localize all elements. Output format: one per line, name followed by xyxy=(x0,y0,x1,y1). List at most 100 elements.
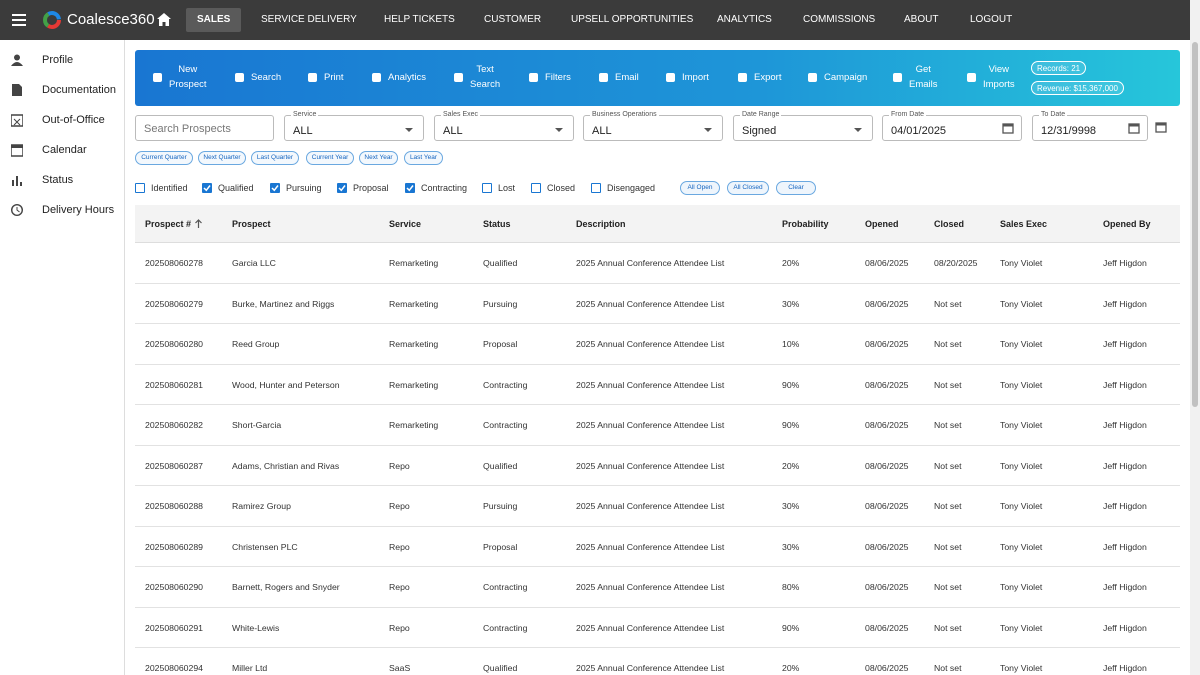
range-chip[interactable]: Current Year xyxy=(306,151,354,165)
table-cell: 08/06/2025 xyxy=(865,420,908,430)
checkbox[interactable] xyxy=(337,183,347,193)
status-checkbox[interactable]: Pursuing xyxy=(270,182,322,194)
nav-link[interactable]: SERVICE DELIVERY xyxy=(250,8,368,32)
home-icon[interactable] xyxy=(157,13,171,26)
nav-link[interactable]: COMMISSIONS xyxy=(792,8,886,32)
nav-link[interactable]: CUSTOMER xyxy=(473,8,552,32)
filter-field[interactable]: Sales ExecALL xyxy=(434,115,574,141)
sidebar-link[interactable]: Calendar xyxy=(42,144,87,156)
column-header[interactable]: Opened By xyxy=(1103,219,1151,229)
menu-icon[interactable] xyxy=(12,13,26,27)
filter-action[interactable]: Clear xyxy=(776,181,816,195)
toolbar-button[interactable]: Campaign xyxy=(807,70,867,85)
column-header[interactable]: Probability xyxy=(782,219,829,229)
brand[interactable]: Coalesce360 xyxy=(67,11,155,28)
toolbar-button[interactable]: ViewImports xyxy=(966,62,1015,92)
status-checkbox[interactable]: Contracting xyxy=(405,182,467,194)
status-checkbox[interactable]: Qualified xyxy=(202,182,254,194)
calendar-button[interactable] xyxy=(1002,122,1014,134)
filter-action[interactable]: All Closed xyxy=(727,181,769,195)
toolbar-button[interactable]: Email xyxy=(598,70,639,85)
toolbar-button[interactable]: Print xyxy=(307,70,344,85)
table-cell: Tony Violet xyxy=(1000,299,1042,309)
toolbar-button[interactable]: TextSearch xyxy=(453,62,500,92)
icon xyxy=(403,127,415,139)
filter-field[interactable]: To Date12/31/9998 xyxy=(1032,115,1148,141)
filter-field[interactable]: Business OperationsALL xyxy=(583,115,723,141)
field-label: From Date xyxy=(889,111,926,118)
filter-field[interactable]: ServiceALL xyxy=(284,115,424,141)
checkbox[interactable] xyxy=(531,183,541,193)
field-value: ALL xyxy=(443,125,463,137)
range-chip[interactable]: Next Quarter xyxy=(198,151,246,165)
status-checkbox[interactable]: Identified xyxy=(135,182,188,194)
nav-link[interactable]: SALES xyxy=(186,8,241,32)
column-header[interactable]: Closed xyxy=(934,219,964,229)
calendar-button[interactable] xyxy=(1155,121,1167,133)
dropdown-arrow[interactable] xyxy=(403,127,415,139)
nav-link[interactable]: ANALYTICS xyxy=(706,8,783,32)
nav-link[interactable]: LOGOUT xyxy=(959,8,1023,32)
table-cell: Barnett, Rogers and Snyder xyxy=(232,582,340,592)
column-header[interactable]: Service xyxy=(389,219,421,229)
toolbar-button[interactable]: Filters xyxy=(528,70,571,85)
toolbar-button[interactable]: NewProspect xyxy=(152,62,207,92)
calendar-button[interactable] xyxy=(1128,122,1140,134)
sidebar-link[interactable]: Profile xyxy=(42,54,73,66)
range-chip[interactable]: Current Quarter xyxy=(135,151,193,165)
search-input[interactable]: Search Prospects xyxy=(135,115,274,141)
column-header[interactable]: Status xyxy=(483,219,511,229)
nav-link[interactable]: UPSELL OPPORTUNITIES xyxy=(560,8,704,32)
status-checkbox[interactable]: Proposal xyxy=(337,182,389,194)
toolbar-label: NewProspect xyxy=(169,62,207,92)
icon xyxy=(553,127,565,139)
column-header[interactable]: Prospect # xyxy=(145,219,191,229)
toolbar-button[interactable]: Search xyxy=(234,70,281,85)
checkbox[interactable] xyxy=(270,183,280,193)
table-cell: 08/06/2025 xyxy=(865,299,908,309)
column-header[interactable]: Sales Exec xyxy=(1000,219,1047,229)
dropdown-arrow[interactable] xyxy=(553,127,565,139)
label-line: Imports xyxy=(983,77,1015,92)
status-checkbox[interactable]: Closed xyxy=(531,182,575,194)
checkbox[interactable] xyxy=(591,183,601,193)
sidebar-icon xyxy=(11,204,23,217)
column-header[interactable]: Description xyxy=(576,219,626,229)
range-chip[interactable]: Last Quarter xyxy=(251,151,299,165)
status-checkbox[interactable]: Disengaged xyxy=(591,182,655,194)
toolbar-button[interactable]: GetEmails xyxy=(892,62,938,92)
column-header[interactable]: Opened xyxy=(865,219,899,229)
sidebar-link[interactable]: Out-of-Office xyxy=(42,114,105,126)
filter-action[interactable]: All Open xyxy=(680,181,720,195)
checkbox[interactable] xyxy=(202,183,212,193)
sidebar-link[interactable]: Status xyxy=(42,174,73,186)
toolbar-button[interactable]: Export xyxy=(737,70,781,85)
table-cell: 30% xyxy=(782,299,799,309)
checkbox-label: Lost xyxy=(498,182,515,194)
sidebar-link[interactable]: Delivery Hours xyxy=(42,204,114,216)
table-cell: Burke, Martinez and Riggs xyxy=(232,299,334,309)
table-cell: Tony Violet xyxy=(1000,501,1042,511)
nav-link[interactable]: ABOUT xyxy=(893,8,949,32)
checkbox[interactable] xyxy=(405,183,415,193)
column-header[interactable]: Prospect xyxy=(232,219,271,229)
toolbar-button[interactable]: Import xyxy=(665,70,709,85)
filter-field[interactable]: Date RangeSigned xyxy=(733,115,873,141)
checkbox[interactable] xyxy=(135,183,145,193)
nav-link[interactable]: HELP TICKETS xyxy=(373,8,466,32)
range-chip[interactable]: Last Year xyxy=(404,151,443,165)
sidebar-link[interactable]: Documentation xyxy=(42,84,116,96)
scroll-thumb[interactable] xyxy=(1192,42,1198,407)
toolbar-icon xyxy=(234,72,245,83)
toolbar: NewProspect Search Print Analytics TextSearc… xyxy=(135,50,1180,106)
range-chip[interactable]: Next Year xyxy=(359,151,398,165)
dropdown-arrow[interactable] xyxy=(702,127,714,139)
status-checkbox[interactable]: Lost xyxy=(482,182,515,194)
sort-icon[interactable] xyxy=(194,219,203,229)
scrollbar[interactable] xyxy=(1190,0,1200,675)
checkbox[interactable] xyxy=(482,183,492,193)
filter-field[interactable]: From Date04/01/2025 xyxy=(882,115,1022,141)
table-cell: Tony Violet xyxy=(1000,339,1042,349)
toolbar-button[interactable]: Analytics xyxy=(371,70,426,85)
dropdown-arrow[interactable] xyxy=(852,127,864,139)
